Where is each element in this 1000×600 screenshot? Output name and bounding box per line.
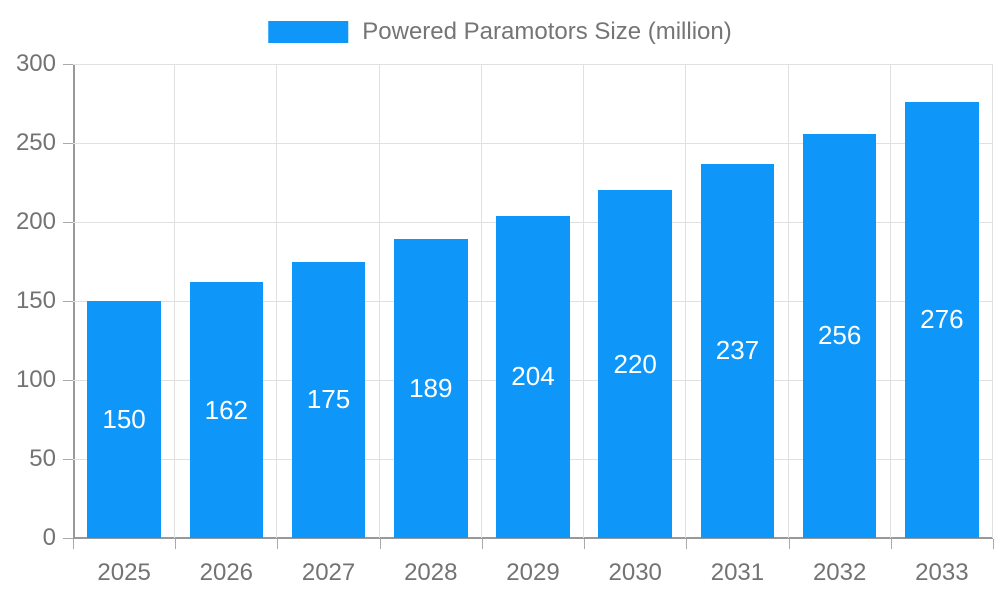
x-axis-tick-label: 2025 <box>97 559 151 586</box>
x-axis-line <box>73 537 993 539</box>
bar-value-label: 220 <box>613 348 657 379</box>
x-axis-tick <box>73 539 74 549</box>
x-gridline <box>583 64 585 538</box>
bar-value-label: 204 <box>511 361 555 392</box>
x-gridline <box>378 64 380 538</box>
y-axis-tick-label: 0 <box>42 524 56 551</box>
x-gridline <box>276 64 278 538</box>
x-axis-tick-label: 2028 <box>404 559 458 586</box>
bar-value-label: 276 <box>920 304 964 335</box>
x-gridline <box>992 64 993 538</box>
x-axis-tick <box>175 539 177 549</box>
x-axis-tick-label: 2032 <box>812 559 867 586</box>
x-axis-tick-label: 2031 <box>710 559 765 586</box>
y-axis-tick-label: 100 <box>15 366 56 393</box>
bar-value-label: 150 <box>102 404 146 434</box>
y-axis-tick <box>63 380 73 381</box>
y-axis-tick <box>63 64 73 65</box>
x-axis-tick <box>788 539 790 549</box>
bar-2033: 276 <box>905 101 979 538</box>
bar-value-label: 237 <box>715 335 760 366</box>
x-axis-tick <box>481 539 483 549</box>
bar-2030: 220 <box>598 190 673 538</box>
bar-value-label: 175 <box>306 384 351 415</box>
y-axis-tick-label: 150 <box>15 287 56 314</box>
legend-label: Powered Paramotors Size (million) <box>362 18 732 45</box>
bar-2026: 162 <box>189 282 264 538</box>
bar-value-label: 256 <box>817 320 862 351</box>
x-axis-tick <box>277 539 279 549</box>
x-axis-tick-label: 2027 <box>301 559 356 586</box>
bar-value-label: 189 <box>409 373 453 404</box>
x-gridline <box>174 64 176 538</box>
y-gridline <box>73 143 993 144</box>
y-axis-tick <box>63 459 73 460</box>
x-axis-tick <box>890 539 892 549</box>
plot-area: 150 162 175 189 204 220 237 256 276 <box>73 64 993 539</box>
x-axis-tick <box>993 539 994 549</box>
y-gridline <box>73 64 993 65</box>
y-axis-tick-label: 200 <box>15 208 56 235</box>
bar-value-label: 162 <box>204 394 249 425</box>
bar-2029: 204 <box>496 215 570 538</box>
bar-2032: 256 <box>802 133 877 538</box>
bar-2028: 189 <box>393 239 468 538</box>
x-axis-tick-label: 2029 <box>506 559 560 586</box>
x-axis-tick-label: 2030 <box>608 559 662 586</box>
x-axis-tick-label: 2033 <box>915 559 969 586</box>
x-gridline <box>480 64 482 538</box>
bar-2027: 175 <box>291 261 366 538</box>
y-axis-tick-label: 250 <box>15 129 56 156</box>
y-axis-tick-label: 300 <box>15 50 56 77</box>
x-gridline <box>685 64 687 538</box>
y-axis-tick <box>63 143 73 144</box>
y-axis-tick <box>63 538 73 539</box>
bar-2031: 237 <box>700 163 775 538</box>
x-axis-tick <box>584 539 586 549</box>
x-axis-tick <box>379 539 381 549</box>
legend-swatch-icon <box>268 21 349 43</box>
y-axis-tick-label: 50 <box>29 445 56 472</box>
y-axis-tick <box>63 301 73 302</box>
x-gridline <box>889 64 891 538</box>
legend[interactable]: Powered Paramotors Size (million) <box>268 18 732 46</box>
y-axis-tick <box>63 222 73 223</box>
x-axis-tick <box>686 539 688 549</box>
x-gridline <box>787 64 789 538</box>
x-axis-tick-label: 2026 <box>199 559 254 586</box>
bar-2025: 150 <box>87 301 161 538</box>
